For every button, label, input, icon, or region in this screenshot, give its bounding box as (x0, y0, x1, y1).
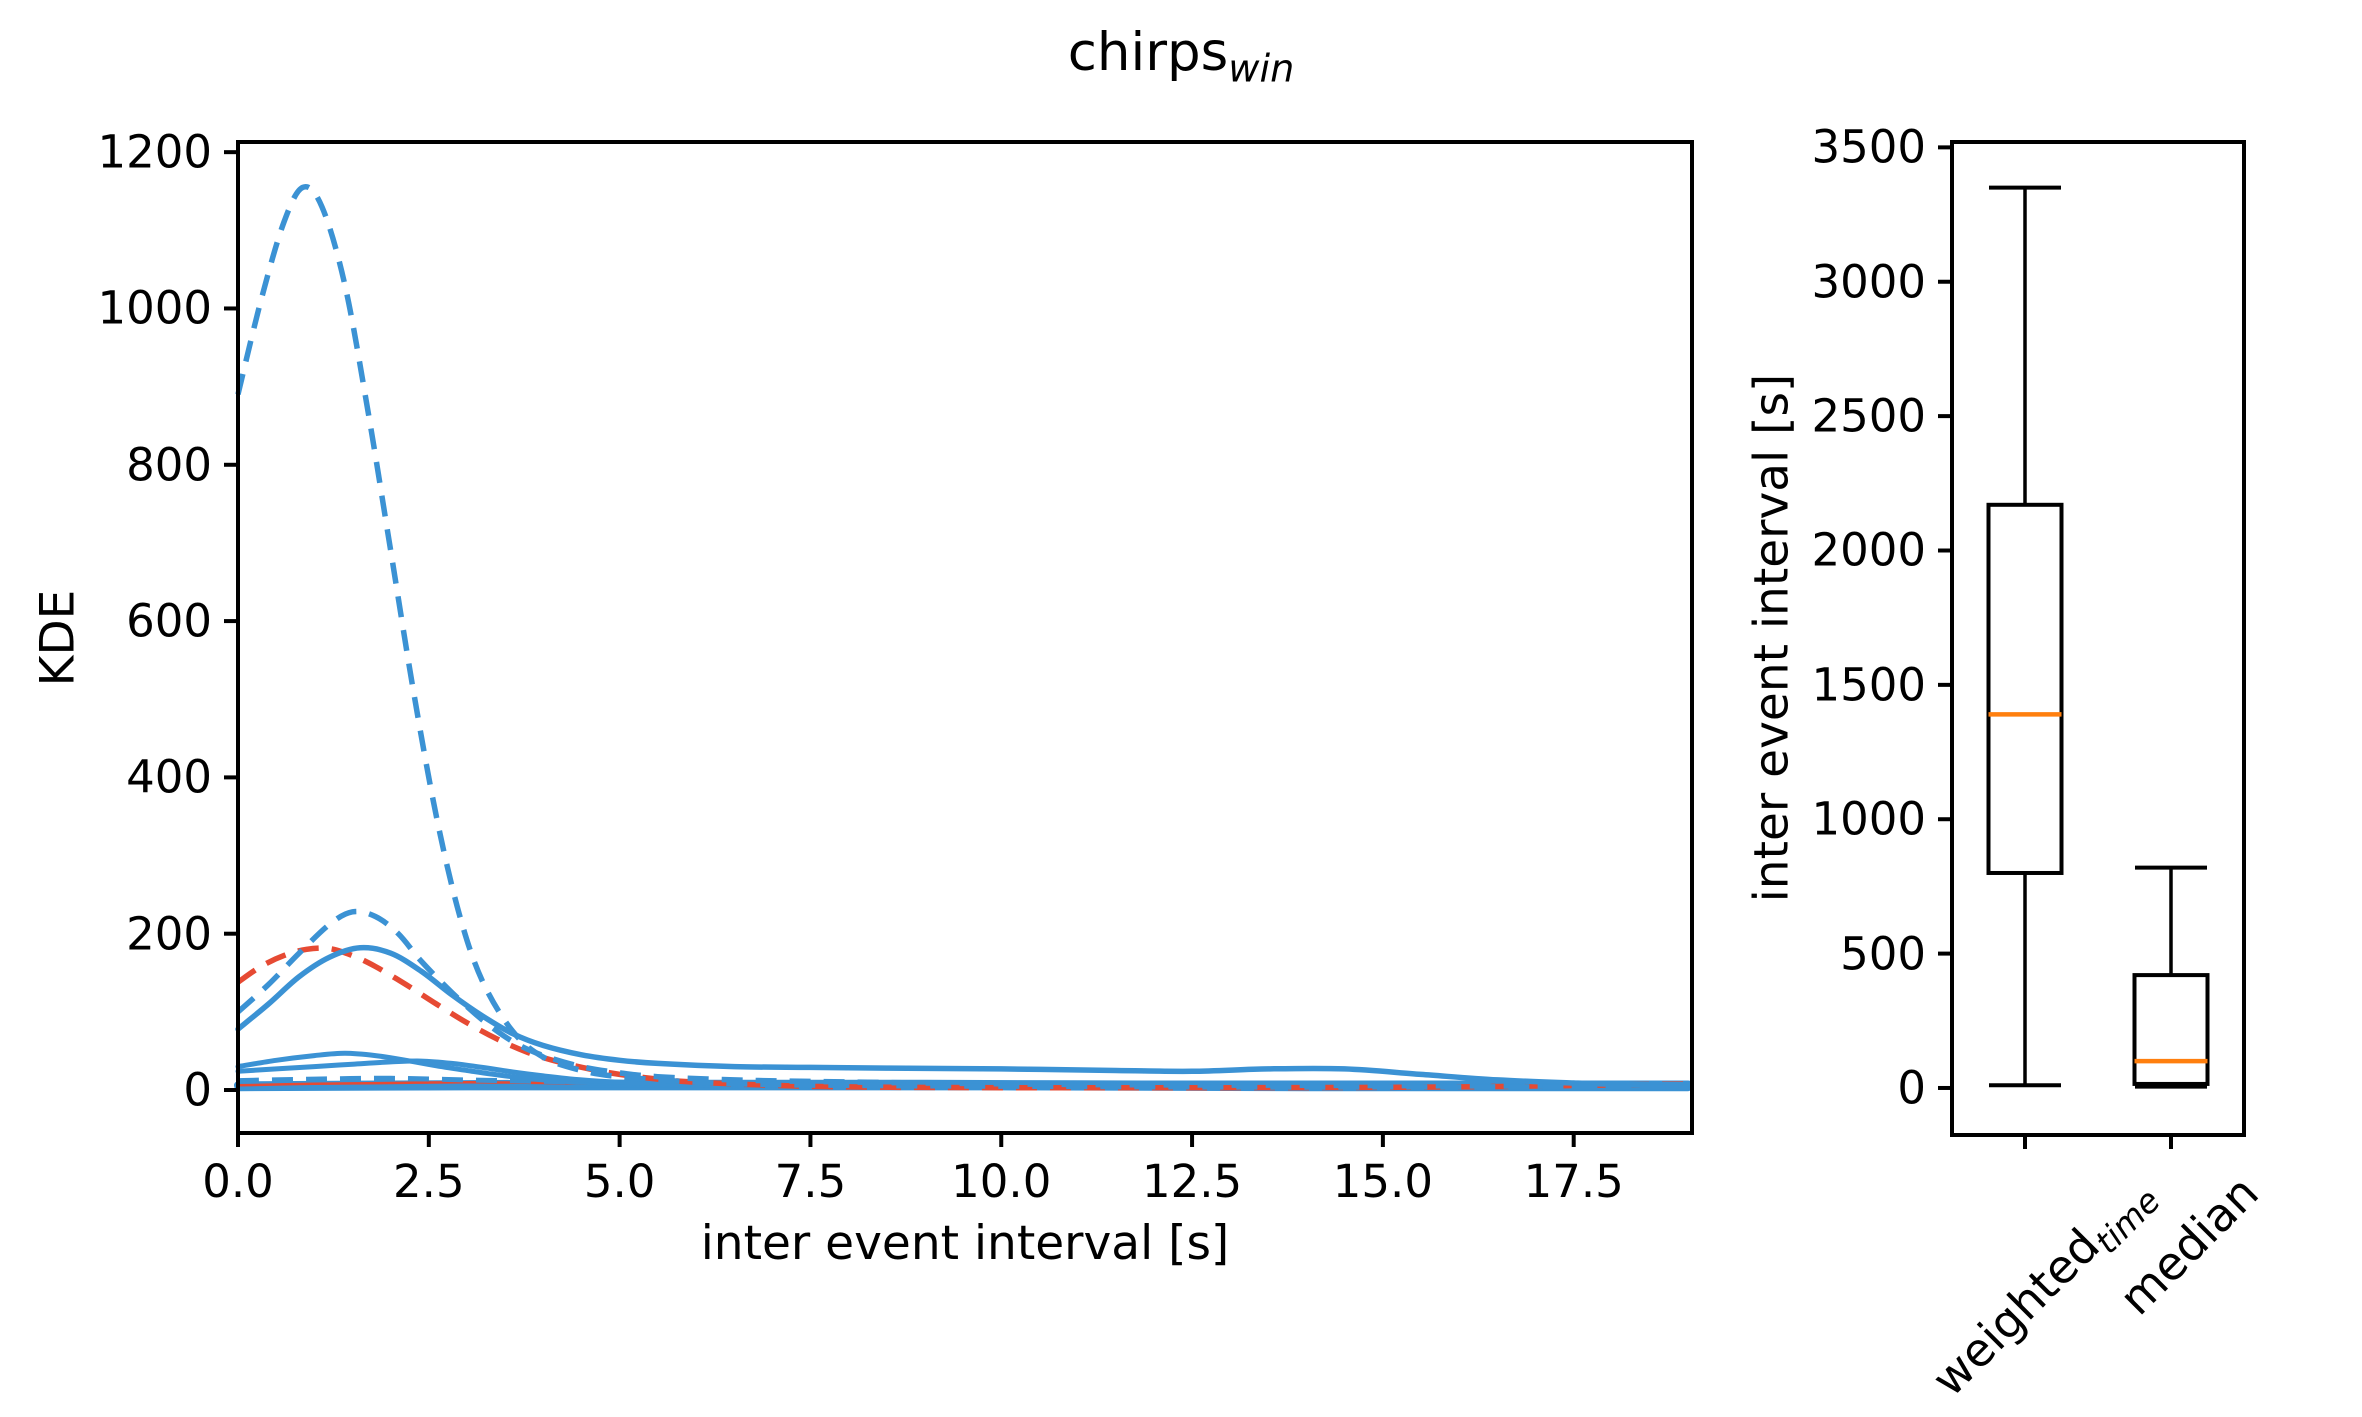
kde-y-tick-label: 0 (183, 1063, 212, 1117)
kde-curve-blue-dashed-big (235, 183, 1689, 1090)
boxplot-y-tick-label: 3000 (1811, 255, 1926, 309)
boxplot-yaxis-label: inter event interval [s] (1744, 373, 1800, 903)
kde-x-tick-label: 0.0 (202, 1155, 274, 1208)
kde-x-tick-label: 2.5 (393, 1155, 465, 1208)
figure-title-subscript: win (1228, 46, 1295, 91)
kde-y-tick-label: 1200 (97, 125, 212, 179)
kde-x-tick-label: 10.0 (951, 1155, 1052, 1208)
kde-y-tick-label: 400 (126, 750, 212, 804)
boxplot-y-tick-label: 2000 (1811, 523, 1926, 577)
figure-title: chirpswin (1068, 22, 1295, 91)
boxplot-y-tick-label: 500 (1840, 927, 1926, 981)
boxplot-y-tick-label: 3500 (1811, 120, 1926, 174)
figure-title-base: chirps (1067, 22, 1229, 83)
kde-x-tick-label: 17.5 (1523, 1155, 1624, 1208)
boxplot-y-tick-label: 0 (1897, 1061, 1926, 1115)
kde-y-tick-label: 600 (126, 594, 212, 648)
boxplot-y-tick-label: 2500 (1811, 389, 1926, 443)
kde-curve-red-dashed-main (236, 945, 1689, 1091)
kde-x-tick-label: 15.0 (1332, 1155, 1433, 1208)
kde-y-tick-label: 1000 (97, 281, 212, 335)
kde-y-tick-label: 200 (126, 907, 212, 961)
boxplot-axes-frame (1950, 140, 2246, 1137)
box-1-iqr (2132, 973, 2210, 1086)
boxplot-svg (1938, 140, 2246, 1149)
boxplot-y-tick-label: 1500 (1811, 658, 1926, 712)
kde-x-tick-label: 7.5 (774, 1155, 847, 1208)
kde-curve-blue-dashed-mid (236, 908, 1689, 1089)
kde-xaxis-label: inter event interval [s] (700, 1216, 1230, 1271)
kde-plot-svg (224, 140, 1694, 1147)
boxplot-y-tick-label: 1000 (1811, 792, 1926, 846)
box-0-iqr (1986, 502, 2064, 875)
category-0-base: weighted (1920, 1218, 2110, 1407)
kde-curve-blue-solid-main (235, 944, 1691, 1088)
kde-y-tick-label: 800 (126, 438, 212, 492)
kde-x-tick-label: 5.0 (583, 1155, 656, 1208)
kde-x-tick-label: 12.5 (1141, 1155, 1243, 1208)
kde-yaxis-label: KDE (30, 589, 86, 687)
kde-axes-frame (236, 140, 1694, 1135)
